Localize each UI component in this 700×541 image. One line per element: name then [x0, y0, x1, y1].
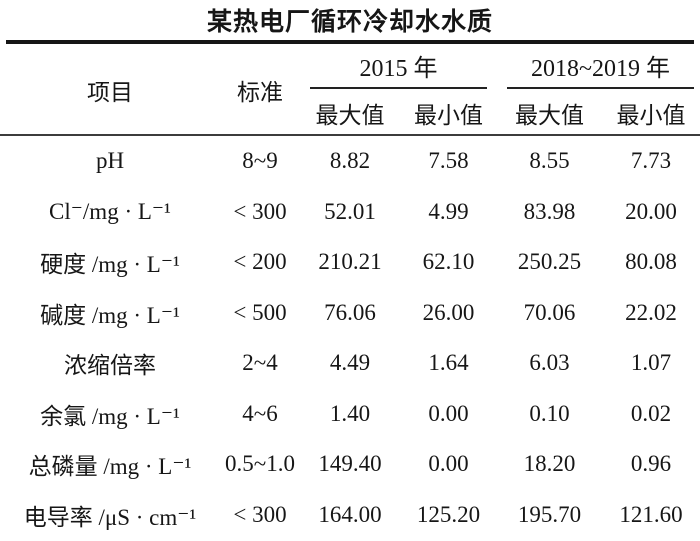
- cell-standard: 2~4: [242, 350, 278, 376]
- table-header: 项目 标准 2015 年 2018~2019 年 最大值 最小值 最大值 最小值: [0, 44, 700, 136]
- cell-2018-max: 250.25: [517, 249, 582, 275]
- header-item: 项目: [87, 80, 133, 105]
- table-title: 某热电厂循环冷却水水质: [206, 9, 493, 36]
- header-group-2015: 2015 年: [310, 44, 487, 89]
- cell-2015-min: 0.00: [428, 400, 469, 426]
- cell-standard: 8~9: [242, 148, 278, 174]
- cell-2015-max: 8.82: [329, 148, 371, 174]
- cell-standard: < 500: [233, 299, 287, 325]
- cell-standard: < 200: [233, 249, 287, 275]
- cell-2018-max: 83.98: [523, 198, 576, 224]
- cell-2018-min: 20.00: [625, 198, 677, 224]
- cell-item: Cl⁻/mg · L⁻¹: [49, 198, 171, 224]
- cell-item: 浓缩倍率: [64, 353, 156, 379]
- cell-2015-max: 149.40: [318, 451, 382, 477]
- table-row: Cl⁻/mg · L⁻¹ < 300 52.01 4.99 83.98 20.0…: [0, 187, 700, 238]
- cell-item: 余氯 /mg · L⁻¹: [40, 403, 180, 429]
- cell-2018-max: 18.20: [523, 451, 576, 477]
- table-body: pH 8~9 8.82 7.58 8.55 7.73 Cl⁻/mg · L⁻¹ …: [0, 136, 700, 540]
- cell-2015-min: 4.99: [428, 198, 469, 224]
- cell-2015-min: 0.00: [428, 451, 469, 477]
- cell-2018-min: 80.08: [625, 249, 677, 275]
- cell-2015-max: 4.49: [329, 350, 371, 376]
- cell-2018-min: 0.02: [630, 400, 672, 426]
- header-2015-min: 最小值: [414, 102, 483, 128]
- cell-2015-min: 62.10: [422, 249, 475, 275]
- table-row: 余氯 /mg · L⁻¹ 4~6 1.40 0.00 0.10 0.02: [0, 389, 700, 440]
- cell-2015-max: 210.21: [318, 249, 382, 275]
- table-row: pH 8~9 8.82 7.58 8.55 7.73: [0, 136, 700, 187]
- header-standard: 标准: [237, 80, 283, 105]
- cell-2018-min: 121.60: [619, 501, 683, 527]
- cell-standard: < 300: [233, 198, 287, 224]
- cell-2018-min: 22.02: [625, 299, 677, 325]
- cell-2015-min: 1.64: [428, 350, 469, 376]
- cell-standard: < 300: [233, 501, 287, 527]
- cell-2018-max: 195.70: [517, 501, 582, 527]
- table-row: 浓缩倍率 2~4 4.49 1.64 6.03 1.07: [0, 338, 700, 389]
- cell-standard: 0.5~1.0: [225, 451, 295, 477]
- top-rule: [6, 40, 694, 44]
- cell-2018-max: 70.06: [523, 299, 576, 325]
- cell-2018-max: 8.55: [529, 148, 570, 174]
- header-2018-min: 最小值: [616, 102, 686, 128]
- cell-2015-max: 76.06: [324, 299, 376, 325]
- cell-2015-max: 1.40: [329, 400, 371, 426]
- header-group-2018-2019: 2018~2019 年: [507, 44, 694, 89]
- cell-standard: 4~6: [242, 400, 278, 426]
- cell-item: 总磷量 /mg · L⁻¹: [28, 454, 192, 480]
- cell-2015-min: 26.00: [422, 299, 475, 325]
- table-row: 碱度 /mg · L⁻¹ < 500 76.06 26.00 70.06 22.…: [0, 288, 700, 339]
- header-2018-max: 最大值: [515, 102, 584, 128]
- cell-2018-max: 0.10: [529, 400, 570, 426]
- table-row: 硬度 /mg · L⁻¹ < 200 210.21 62.10 250.25 8…: [0, 237, 700, 288]
- cell-2018-min: 0.96: [630, 451, 672, 477]
- header-2015-max: 最大值: [315, 102, 385, 128]
- cell-item: pH: [95, 148, 125, 174]
- cell-item: 电导率 /μS · cm⁻¹: [23, 504, 197, 530]
- cell-item: 硬度 /mg · L⁻¹: [40, 252, 180, 278]
- cell-item: 碱度 /mg · L⁻¹: [40, 302, 180, 328]
- cell-2018-min: 1.07: [630, 350, 672, 376]
- cell-2018-min: 7.73: [630, 148, 672, 174]
- cell-2015-min: 7.58: [428, 148, 469, 174]
- cell-2015-max: 52.01: [324, 198, 376, 224]
- table-row: 电导率 /μS · cm⁻¹ < 300 164.00 125.20 195.7…: [0, 490, 700, 541]
- table-row: 总磷量 /mg · L⁻¹ 0.5~1.0 149.40 0.00 18.20 …: [0, 439, 700, 490]
- cell-2018-max: 6.03: [529, 350, 570, 376]
- cell-2015-max: 164.00: [318, 501, 382, 527]
- cell-2015-min: 125.20: [416, 501, 481, 527]
